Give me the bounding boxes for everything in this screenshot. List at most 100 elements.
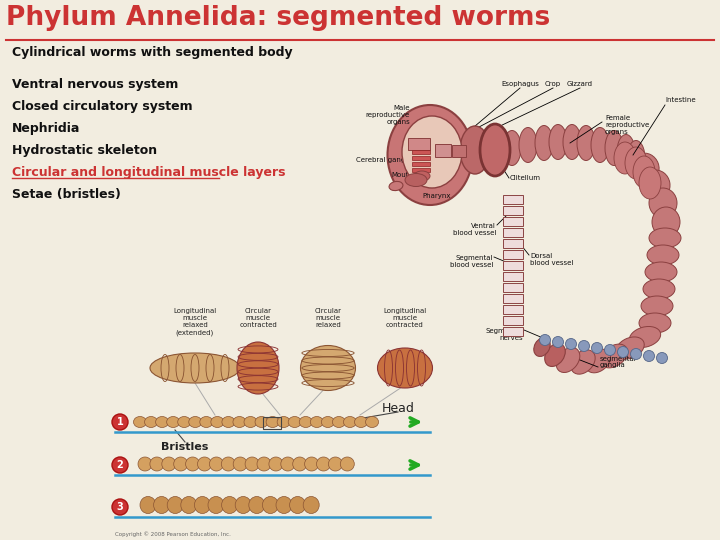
Ellipse shape [503, 131, 521, 165]
Ellipse shape [140, 496, 156, 514]
Text: Copyright © 2008 Pearson Education, Inc.: Copyright © 2008 Pearson Education, Inc. [115, 531, 231, 537]
Ellipse shape [233, 457, 247, 471]
Text: 2: 2 [117, 460, 123, 470]
Ellipse shape [289, 496, 305, 514]
Ellipse shape [276, 496, 292, 514]
Bar [412, 150, 430, 154]
Circle shape [539, 334, 551, 346]
Bar [503, 239, 523, 248]
Ellipse shape [305, 457, 319, 471]
Text: Phylum Annelida: segmented worms: Phylum Annelida: segmented worms [6, 5, 550, 31]
Ellipse shape [549, 125, 567, 159]
Ellipse shape [649, 188, 677, 218]
Ellipse shape [591, 127, 609, 163]
Ellipse shape [233, 416, 246, 428]
Ellipse shape [210, 457, 223, 471]
Ellipse shape [277, 416, 290, 428]
Circle shape [552, 336, 564, 348]
Text: Female
reproductive
organs: Female reproductive organs [605, 115, 649, 135]
Circle shape [657, 353, 667, 363]
Text: Head: Head [382, 402, 415, 415]
Circle shape [618, 347, 629, 357]
Text: Circular
muscle
relaxed: Circular muscle relaxed [315, 308, 341, 328]
Ellipse shape [194, 496, 210, 514]
Ellipse shape [222, 416, 235, 428]
Text: Circular and longitudinal muscle layers: Circular and longitudinal muscle layers [12, 166, 286, 179]
Ellipse shape [266, 416, 279, 428]
Ellipse shape [245, 457, 259, 471]
Bar [503, 283, 523, 292]
Bar [435, 144, 451, 157]
Text: Hydrostatic skeleton: Hydrostatic skeleton [12, 144, 157, 157]
Text: Bristles: Bristles [161, 442, 209, 452]
Ellipse shape [235, 496, 251, 514]
Ellipse shape [186, 457, 199, 471]
Ellipse shape [617, 134, 635, 170]
Ellipse shape [389, 181, 403, 191]
Circle shape [112, 457, 128, 473]
Text: 1: 1 [117, 417, 123, 427]
Circle shape [592, 342, 603, 354]
Ellipse shape [643, 279, 675, 299]
Circle shape [644, 350, 654, 361]
Ellipse shape [366, 416, 379, 428]
Ellipse shape [181, 496, 197, 514]
Circle shape [565, 339, 577, 349]
Text: Nephridia: Nephridia [12, 122, 81, 135]
Text: Circular
muscle
contracted: Circular muscle contracted [239, 308, 277, 328]
Ellipse shape [221, 457, 235, 471]
Bar [503, 261, 523, 270]
Ellipse shape [167, 496, 183, 514]
Bar [503, 228, 523, 237]
Ellipse shape [600, 344, 628, 368]
Ellipse shape [244, 416, 257, 428]
Ellipse shape [627, 140, 645, 176]
Ellipse shape [585, 349, 611, 373]
Ellipse shape [402, 116, 462, 188]
Ellipse shape [639, 313, 671, 333]
Text: Ventral
blood vessel: Ventral blood vessel [453, 223, 496, 236]
Ellipse shape [262, 496, 279, 514]
Text: Gizzard: Gizzard [567, 81, 593, 87]
Ellipse shape [460, 126, 490, 174]
Bar [503, 294, 523, 303]
Text: Longitudinal
muscle
contracted: Longitudinal muscle contracted [383, 308, 427, 328]
Ellipse shape [377, 348, 433, 388]
Bar [503, 217, 523, 226]
Ellipse shape [150, 353, 240, 383]
Ellipse shape [145, 416, 158, 428]
Ellipse shape [303, 496, 319, 514]
Ellipse shape [162, 457, 176, 471]
Text: Longitudinal
muscle
relaxed
(extended): Longitudinal muscle relaxed (extended) [174, 308, 217, 335]
Text: Intestine: Intestine [665, 97, 696, 103]
Ellipse shape [197, 457, 212, 471]
Ellipse shape [249, 496, 265, 514]
Ellipse shape [189, 416, 202, 428]
Text: Hearts: Hearts [404, 136, 427, 142]
Ellipse shape [321, 416, 334, 428]
Ellipse shape [257, 457, 271, 471]
Text: Ventral nervous system: Ventral nervous system [12, 78, 179, 91]
Ellipse shape [534, 338, 550, 356]
Ellipse shape [354, 416, 367, 428]
Ellipse shape [414, 171, 430, 181]
Bar [263, 417, 281, 429]
Ellipse shape [199, 416, 213, 428]
Ellipse shape [631, 153, 659, 183]
Ellipse shape [300, 416, 312, 428]
Ellipse shape [556, 348, 580, 373]
Ellipse shape [153, 496, 170, 514]
Ellipse shape [645, 262, 677, 282]
Bar [412, 156, 430, 160]
Text: Setae (bristles): Setae (bristles) [12, 188, 121, 201]
Ellipse shape [519, 127, 537, 163]
Circle shape [605, 345, 616, 355]
Ellipse shape [642, 170, 670, 200]
Bar [503, 195, 523, 204]
Ellipse shape [629, 327, 661, 348]
Ellipse shape [138, 457, 152, 471]
Ellipse shape [625, 147, 647, 179]
Ellipse shape [300, 346, 356, 390]
Ellipse shape [405, 173, 427, 186]
Bar [503, 272, 523, 281]
